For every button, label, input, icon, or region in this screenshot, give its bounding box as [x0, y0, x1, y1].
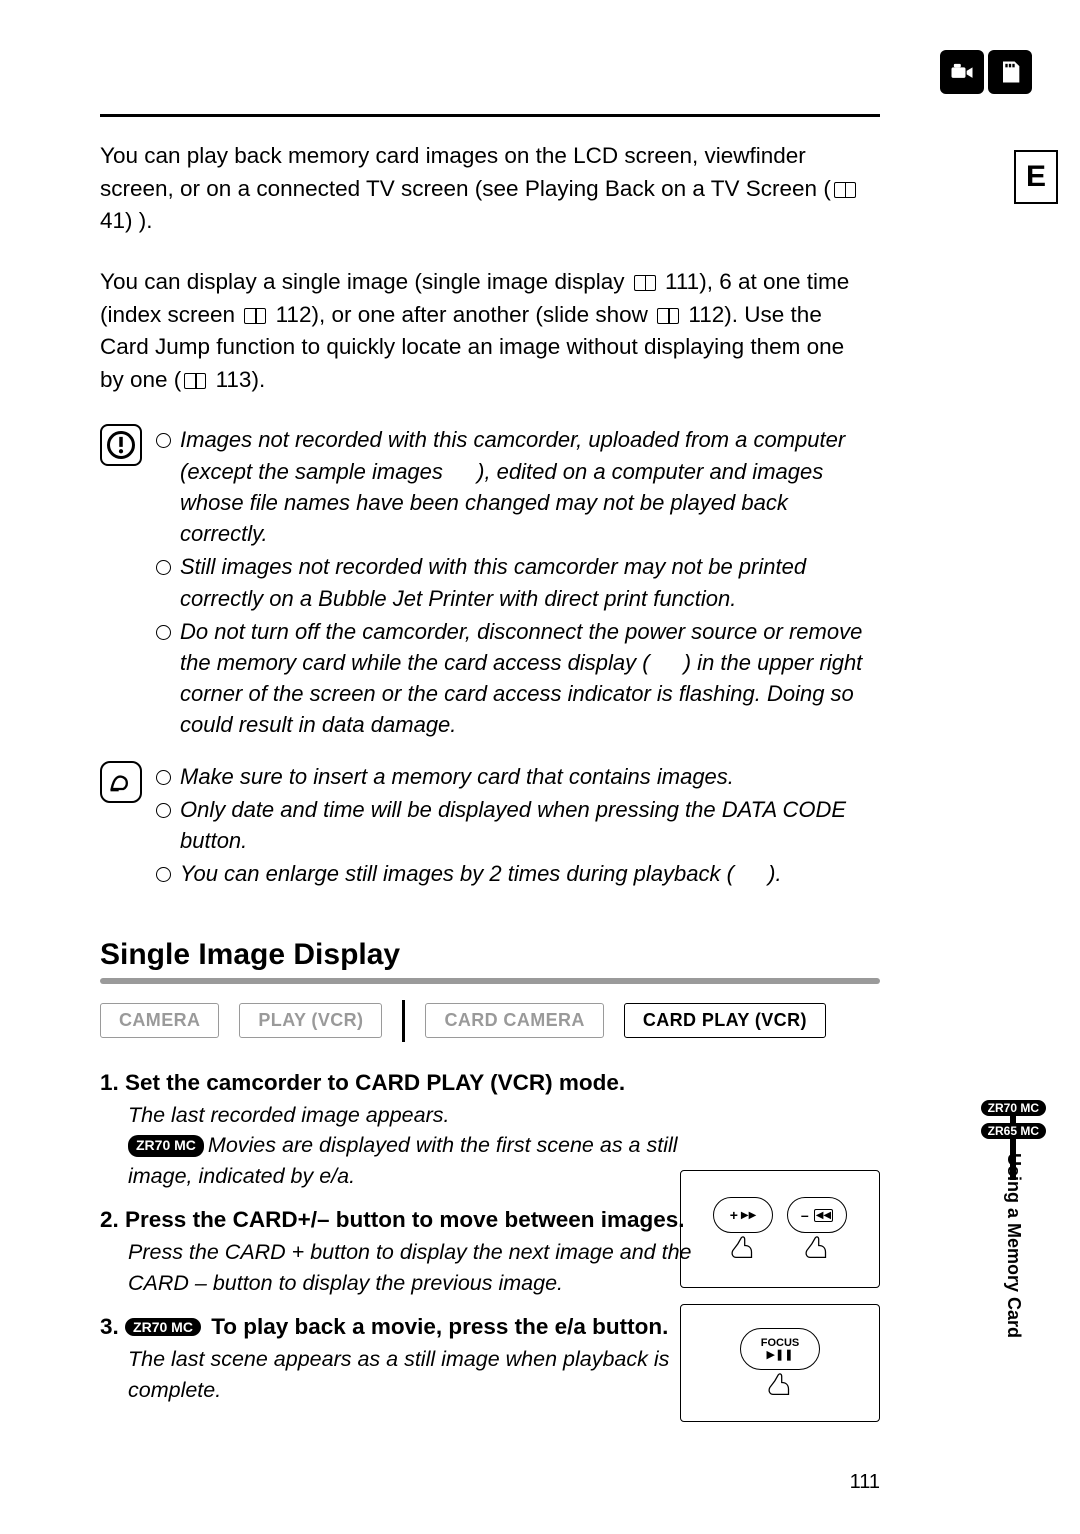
side-section-label: ZR70 MC ZR65 MC Using a Memory Card [981, 1100, 1046, 1338]
warning-block: Images not recorded with this camcorder,… [100, 424, 880, 742]
step-2-body: Press the CARD + button to display the n… [128, 1237, 730, 1298]
page-ref-icon [184, 373, 206, 389]
warning-item: Still images not recorded with this camc… [156, 551, 880, 613]
warning-list: Images not recorded with this camcorder,… [156, 424, 880, 740]
header-rule [100, 114, 880, 117]
focus-button-illustration: FOCUS▶❚❚ [680, 1304, 880, 1422]
text: ) ). [125, 208, 153, 233]
page-ref-icon [634, 275, 656, 291]
intro-p1: You can play back memory card images on … [100, 140, 860, 238]
text: 3. [100, 1314, 125, 1339]
language-tab-e: E [1014, 150, 1058, 204]
page-ref: 112 [688, 302, 724, 327]
intro-paragraphs: You can play back memory card images on … [100, 140, 860, 396]
model-badge: ZR70 MC [125, 1318, 201, 1336]
page-ref-icon [657, 308, 679, 324]
tip-item: Make sure to insert a memory card that c… [156, 761, 880, 792]
section-rule [100, 978, 880, 984]
model-badge: ZR70 MC [128, 1135, 204, 1157]
btn-label: + [730, 1207, 738, 1223]
tip-block: Make sure to insert a memory card that c… [100, 761, 880, 892]
header-icon-group [940, 50, 1032, 94]
warning-item: Images not recorded with this camcorder,… [156, 424, 880, 549]
side-label-text: Using a Memory Card [1003, 1153, 1024, 1338]
steps-list: 1. Set the camcorder to CARD PLAY (VCR) … [100, 1070, 730, 1406]
step-3-title: 3. ZR70 MC To play back a movie, press t… [100, 1314, 730, 1340]
btn-symbol: ▶❚❚ [767, 1350, 794, 1361]
step-3-body: The last scene appears as a still image … [128, 1344, 730, 1405]
text: ), or one after another (slide show [311, 302, 654, 327]
step-2-title: 2. Press the CARD+/– button to move betw… [100, 1207, 730, 1233]
page-ref-icon [834, 182, 856, 198]
side-badges: ZR70 MC ZR65 MC [981, 1100, 1046, 1143]
mode-card-play-vcr: CARD PLAY (VCR) [624, 1003, 826, 1038]
text: The last recorded image appears. [128, 1100, 730, 1131]
step-1-body: The last recorded image appears. ZR70 MC… [128, 1100, 730, 1192]
card-icon [988, 50, 1032, 94]
page-number: 111 [850, 1471, 880, 1494]
mode-camera: CAMERA [100, 1003, 219, 1038]
card-minus-button: –◀◀ [787, 1197, 847, 1261]
card-buttons-illustration: +▶▶ –◀◀ [680, 1170, 880, 1288]
manual-page: E You can play back memory card images o… [0, 0, 1080, 1534]
tip-item: You can enlarge still images by 2 times … [156, 858, 880, 889]
text: You can display a single image (single i… [100, 269, 631, 294]
tip-list: Make sure to insert a memory card that c… [156, 761, 880, 890]
focus-play-button: FOCUS▶❚❚ [740, 1328, 820, 1398]
illustration-column: +▶▶ –◀◀ FOCUS▶❚❚ [680, 1170, 880, 1438]
warning-icon [100, 424, 142, 466]
text: To play back a movie, press the e/a butt… [205, 1314, 668, 1339]
mode-play-vcr: PLAY (VCR) [239, 1003, 382, 1038]
mode-card-camera: CARD CAMERA [425, 1003, 603, 1038]
text: Movies are displayed with the first scen… [128, 1133, 678, 1188]
tip-item: Only date and time will be displayed whe… [156, 794, 880, 856]
tip-icon [100, 761, 142, 803]
warning-item: Do not turn off the camcorder, disconnec… [156, 616, 880, 741]
model-badge: ZR70 MC [981, 1100, 1046, 1116]
page-ref: 111 [665, 269, 699, 294]
page-ref: 113 [216, 367, 252, 392]
mode-indicator-row: CAMERA PLAY (VCR) CARD CAMERA CARD PLAY … [100, 1000, 1030, 1042]
btn-label: FOCUS [761, 1338, 800, 1349]
camcorder-icon [940, 50, 984, 94]
model-badge: ZR65 MC [981, 1123, 1046, 1139]
text: You can play back memory card images on … [100, 143, 831, 201]
section-heading: Single Image Display [100, 938, 1030, 972]
btn-symbol: ▶▶ [741, 1210, 756, 1221]
text: ZR70 MCMovies are displayed with the fir… [128, 1130, 730, 1191]
text: ). [251, 367, 265, 392]
btn-label: – [801, 1207, 809, 1223]
card-plus-button: +▶▶ [713, 1197, 773, 1261]
step-1-title: 1. Set the camcorder to CARD PLAY (VCR) … [100, 1070, 730, 1096]
hand-icon [800, 1235, 834, 1261]
page-ref: 41 [100, 208, 125, 233]
btn-symbol: ◀◀ [814, 1209, 833, 1222]
hand-icon [726, 1235, 760, 1261]
page-ref-icon [244, 308, 266, 324]
page-ref: 112 [276, 302, 312, 327]
intro-p2: You can display a single image (single i… [100, 266, 860, 397]
mode-separator [402, 1000, 405, 1042]
hand-icon [763, 1372, 797, 1398]
